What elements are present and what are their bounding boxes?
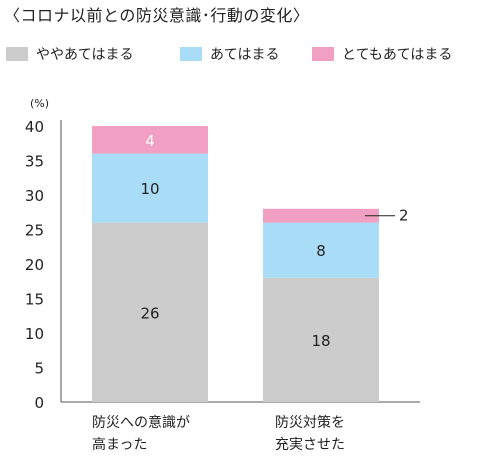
x-category-label-awareness: 防災への意識が 高まった	[92, 412, 190, 456]
legend-swatch-somewhat	[6, 47, 28, 61]
y-tick-label: 0	[34, 394, 44, 412]
y-tick-label: 25	[25, 222, 44, 240]
legend-label-somewhat: ややあてはまる	[36, 47, 134, 63]
legend-item-applies: あてはまる	[180, 44, 279, 64]
legend-label-applies: あてはまる	[210, 47, 280, 63]
data-label-measures-applies: 8	[316, 242, 326, 260]
y-axis-unit-label: (%)	[30, 97, 49, 110]
data-label-awareness-applies: 10	[140, 180, 159, 198]
x-category-label-measures-line2: 充実させた	[275, 437, 345, 453]
x-category-label-measures: 防災対策を 充実させた	[275, 412, 345, 456]
data-label-measures-somewhat: 18	[311, 332, 330, 350]
chart-title: 〈コロナ以前との防災意識･行動の変化〉	[4, 6, 310, 25]
bar-segment-awareness-somewhat	[92, 222, 208, 402]
y-tick-label: 40	[25, 118, 44, 136]
bar-segment-measures-strongly	[263, 208, 379, 223]
legend-item-strongly: とてもあてはまる	[312, 44, 452, 64]
y-tick-label: 15	[25, 291, 44, 309]
data-label-awareness-strongly: 4	[145, 132, 155, 150]
bar-segment-measures-applies	[263, 222, 379, 278]
legend: ややあてはまる あてはまる とてもあてはまる	[6, 44, 476, 64]
data-label-awareness-somewhat: 26	[140, 304, 159, 322]
y-tick-label: 30	[25, 187, 44, 205]
legend-item-somewhat: ややあてはまる	[6, 44, 133, 64]
legend-label-strongly: とてもあてはまる	[342, 47, 453, 63]
bar-segment-awareness-strongly	[92, 126, 208, 154]
bar-segment-awareness-applies	[92, 153, 208, 223]
data-label-measures-strongly: 2	[399, 207, 409, 225]
x-category-label-awareness-line1: 防災への意識が	[92, 415, 190, 431]
legend-swatch-strongly	[312, 47, 334, 61]
x-category-label-awareness-line2: 高まった	[92, 437, 148, 453]
x-category-label-measures-line1: 防災対策を	[275, 415, 345, 431]
y-tick-label: 5	[34, 360, 44, 378]
bar-segment-measures-somewhat	[263, 277, 379, 402]
y-tick-label: 35	[25, 153, 44, 171]
y-tick-label: 10	[25, 325, 44, 343]
legend-swatch-applies	[180, 47, 202, 61]
y-tick-label: 20	[25, 256, 44, 274]
